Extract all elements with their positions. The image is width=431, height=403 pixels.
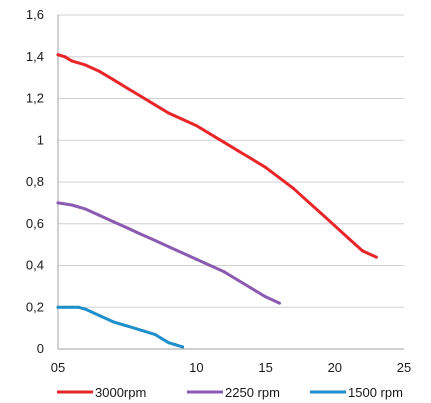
data-point	[63, 305, 67, 309]
data-point	[167, 111, 171, 115]
legend-item: 2250 rpm	[187, 385, 280, 400]
data-point	[125, 86, 129, 90]
data-point	[111, 78, 115, 82]
legend-label: 1500 rpm	[348, 385, 403, 400]
data-point	[111, 320, 115, 324]
data-point	[208, 264, 212, 267]
x-tick-label: 05	[51, 360, 65, 375]
legend-item: 1500 rpm	[310, 385, 403, 400]
data-point	[181, 117, 185, 121]
data-point	[277, 176, 281, 180]
y-tick-label: 0,4	[26, 258, 44, 273]
data-point	[84, 63, 88, 67]
y-tick-label: 0,2	[26, 299, 44, 314]
data-point	[84, 307, 88, 311]
data-point	[208, 132, 212, 136]
data-point	[222, 140, 226, 144]
data-point	[167, 245, 171, 249]
data-point	[125, 324, 129, 328]
data-point	[70, 305, 74, 309]
data-point	[236, 149, 240, 153]
x-tick-label: 20	[328, 360, 342, 375]
data-point	[153, 103, 157, 107]
series-lines	[56, 53, 378, 349]
x-tick-label: 15	[258, 360, 272, 375]
data-point	[291, 186, 295, 190]
y-tick-label: 0	[37, 341, 44, 356]
y-tick-label: 1,2	[26, 91, 44, 106]
data-point	[319, 211, 323, 215]
data-point	[361, 249, 364, 253]
data-point	[347, 236, 351, 240]
data-point	[333, 224, 337, 228]
data-point	[98, 69, 101, 73]
data-point	[374, 255, 378, 259]
data-point	[222, 270, 226, 274]
series-line-2250-rpm	[56, 201, 281, 305]
data-point	[167, 341, 171, 345]
data-point	[181, 345, 185, 349]
data-point	[264, 165, 268, 169]
y-tick-label: 1	[37, 132, 44, 147]
axes	[57, 15, 404, 350]
data-point	[56, 305, 60, 309]
legend: 3000rpm 2250 rpm 1500 rpm	[57, 385, 403, 400]
data-point	[277, 301, 281, 305]
data-point	[139, 94, 143, 98]
data-point	[139, 328, 143, 332]
series-line-3000rpm	[56, 53, 378, 259]
y-tick-label: 1,4	[26, 49, 44, 64]
legend-item: 3000rpm	[57, 385, 146, 400]
x-tick-label: 10	[189, 360, 203, 375]
data-point	[305, 199, 309, 203]
x-tick-label: 25	[397, 360, 411, 375]
data-point	[250, 157, 254, 161]
data-point	[63, 55, 67, 59]
data-point	[125, 226, 129, 230]
data-point	[139, 232, 143, 236]
y-tick-label: 0,8	[26, 174, 44, 189]
tick-labels: 0 0,2 0,4 0,6 0,8 1 1,2 1,4 1,6 05 10 15 20 25	[26, 7, 411, 375]
data-point	[194, 124, 198, 128]
data-point	[70, 203, 74, 207]
data-point	[160, 337, 164, 341]
data-point	[56, 201, 60, 205]
series-line-1500-rpm	[56, 305, 185, 349]
data-point	[98, 213, 101, 217]
data-point	[250, 287, 254, 290]
data-point	[181, 251, 185, 255]
data-point	[153, 238, 157, 242]
legend-label: 3000rpm	[95, 385, 146, 400]
data-point	[194, 257, 198, 261]
legend-label: 2250 rpm	[225, 385, 280, 400]
data-point	[264, 295, 268, 299]
data-point	[56, 53, 60, 57]
data-point	[98, 314, 101, 318]
data-point	[84, 207, 88, 211]
data-point	[174, 343, 178, 347]
data-point	[70, 59, 74, 63]
y-tick-label: 0,6	[26, 216, 44, 231]
y-tick-label: 1,6	[26, 7, 44, 22]
data-point	[236, 278, 240, 282]
data-point	[77, 305, 81, 309]
data-point	[153, 332, 157, 336]
grid-lines	[58, 14, 404, 308]
data-point	[111, 220, 115, 224]
